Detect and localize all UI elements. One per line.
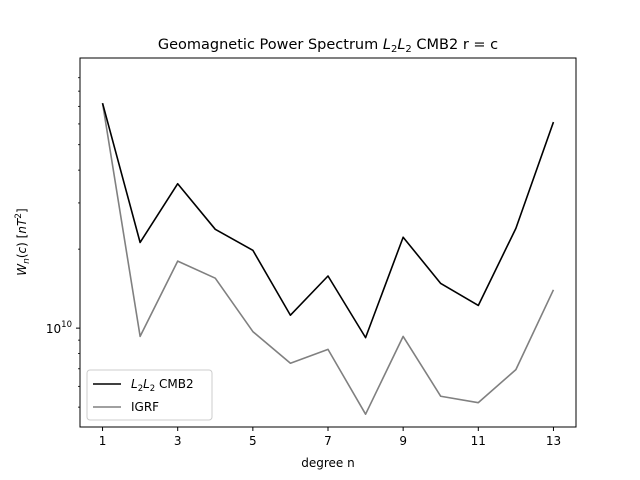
x-tick-label: 13 (546, 434, 561, 448)
x-tick-label: 5 (249, 434, 257, 448)
y-tick-label: 1010 (46, 320, 72, 336)
chart-title: Geomagnetic Power Spectrum L2L2 CMB2 r =… (158, 37, 498, 55)
legend: L2L2 CMB2 IGRF (86, 369, 213, 421)
x-tick-label: 7 (324, 434, 332, 448)
x-tick-label: 9 (399, 434, 407, 448)
legend-entry: IGRF (131, 400, 159, 414)
y-axis: 1010 (46, 77, 80, 408)
y-axis-label: Wn(c) [nT2] (14, 208, 32, 275)
legend-entry: L2L2 CMB2 (131, 377, 194, 394)
x-tick-label: 3 (174, 434, 182, 448)
x-tick-label: 1 (99, 434, 107, 448)
x-axis: 1 3 5 7 9 11 13 (99, 427, 561, 448)
x-tick-label: 11 (471, 434, 486, 448)
x-axis-label: degree n (301, 456, 354, 470)
series-line-l2l2-cmb2 (101, 102, 555, 339)
series-lines (101, 102, 555, 415)
series-line-igrf (101, 103, 555, 415)
